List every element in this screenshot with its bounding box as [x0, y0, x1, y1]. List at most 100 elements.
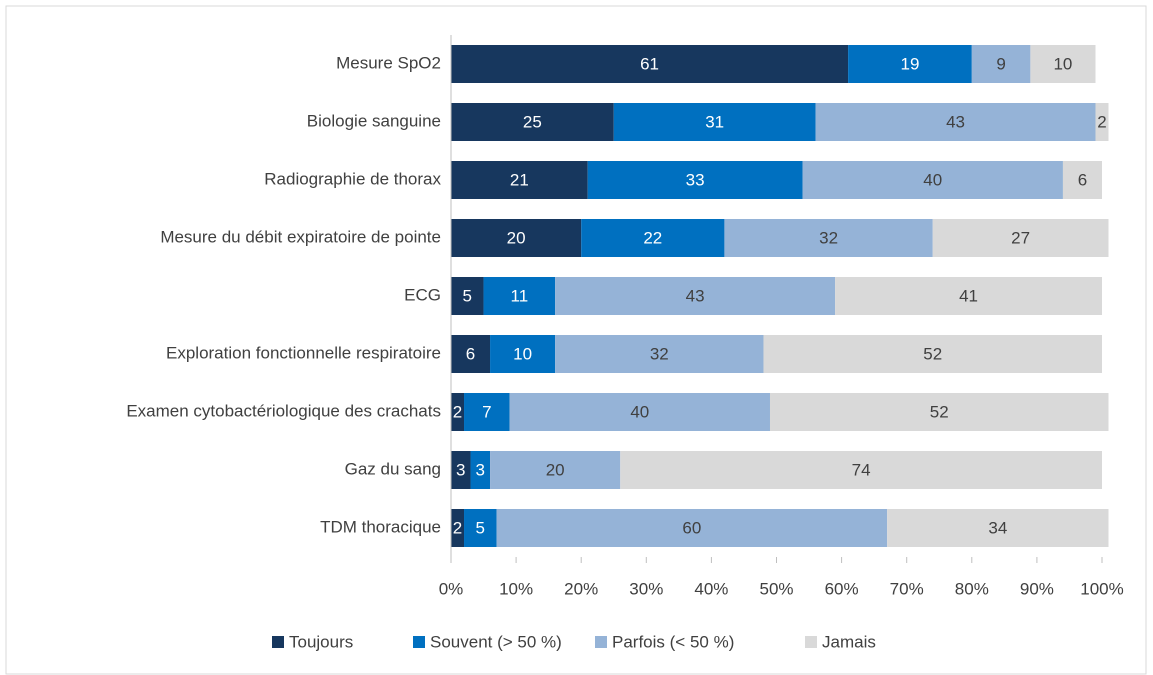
data-label: 27 — [1011, 228, 1030, 247]
data-label: 32 — [650, 344, 669, 363]
bar-segment — [769, 393, 1109, 431]
data-label: 43 — [946, 112, 965, 131]
x-tick-label: 0% — [439, 579, 464, 598]
data-label: 31 — [705, 112, 724, 131]
category-label: ECG — [404, 285, 441, 304]
data-label: 60 — [682, 518, 701, 537]
bar-segment — [451, 335, 491, 373]
category-label: TDM thoracique — [320, 517, 441, 536]
x-tick-label: 50% — [759, 579, 793, 598]
legend-swatch — [413, 636, 425, 648]
data-label: 3 — [456, 460, 465, 479]
bar-segment — [451, 509, 465, 547]
category-label: Radiographie de thorax — [264, 169, 441, 188]
legend-swatch — [805, 636, 817, 648]
data-label: 5 — [463, 286, 472, 305]
bar-segment — [1062, 161, 1102, 199]
bar-segment — [1030, 45, 1096, 83]
x-tick-label: 60% — [825, 579, 859, 598]
data-label: 22 — [643, 228, 662, 247]
data-label: 6 — [466, 344, 475, 363]
bar-segment — [763, 335, 1102, 373]
data-label: 2 — [453, 518, 462, 537]
category-label: Mesure SpO2 — [336, 53, 441, 72]
legend-swatch — [595, 636, 607, 648]
x-tick-label: 90% — [1020, 579, 1054, 598]
bar-segment — [464, 393, 510, 431]
bar-segment — [620, 451, 1102, 489]
category-label: Examen cytobactériologique des crachats — [126, 401, 441, 420]
bar-segment — [490, 451, 621, 489]
data-label: 33 — [686, 170, 705, 189]
legend-swatch — [272, 636, 284, 648]
data-label: 3 — [476, 460, 485, 479]
bar-segment — [496, 509, 888, 547]
legend-label: Souvent (> 50 %) — [430, 632, 562, 651]
data-label: 40 — [630, 402, 649, 421]
bar-segment — [835, 277, 1102, 315]
bar-segment — [451, 277, 484, 315]
bar-segment — [724, 219, 933, 257]
x-tick-label: 30% — [629, 579, 663, 598]
bar-segment — [802, 161, 1063, 199]
bar-segment — [451, 45, 849, 83]
category-label: Mesure du débit expiratoire de pointe — [160, 227, 441, 246]
bar-segment — [848, 45, 972, 83]
data-label: 11 — [511, 286, 529, 305]
data-label: 74 — [852, 460, 871, 479]
x-tick-label: 20% — [564, 579, 598, 598]
data-label: 20 — [507, 228, 526, 247]
bar-segment — [971, 45, 1031, 83]
data-label: 32 — [819, 228, 838, 247]
bar-segment — [470, 451, 491, 489]
data-label: 10 — [513, 344, 532, 363]
bar-segment — [932, 219, 1109, 257]
bar-segment — [464, 509, 497, 547]
legend-label: Toujours — [289, 632, 353, 651]
data-label: 40 — [923, 170, 942, 189]
data-label: 2 — [453, 402, 462, 421]
data-label: 6 — [1078, 170, 1087, 189]
data-label: 2 — [1097, 112, 1106, 131]
bar-segment — [887, 509, 1109, 547]
bar-segment — [451, 451, 471, 489]
bar-segment — [555, 335, 764, 373]
bar-segment — [451, 219, 582, 257]
data-label: 52 — [923, 344, 942, 363]
data-label: 61 — [640, 54, 659, 73]
bar-segment — [509, 393, 770, 431]
data-label: 34 — [988, 518, 1007, 537]
bar-segment — [451, 393, 465, 431]
data-label: 43 — [686, 286, 705, 305]
bar-segment — [490, 335, 556, 373]
x-tick-label: 100% — [1080, 579, 1123, 598]
bar-segment — [451, 103, 614, 141]
data-label: 21 — [510, 170, 529, 189]
data-label: 9 — [996, 54, 1005, 73]
bar-segment — [587, 161, 803, 199]
bar-segment — [815, 103, 1096, 141]
chart-frame — [5, 5, 1147, 675]
data-label: 52 — [930, 402, 949, 421]
data-label: 41 — [959, 286, 978, 305]
data-label: 25 — [523, 112, 542, 131]
category-label: Biologie sanguine — [307, 111, 441, 130]
category-label: Exploration fonctionnelle respiratoire — [166, 343, 441, 362]
bar-segment — [581, 219, 725, 257]
x-tick-label: 70% — [890, 579, 924, 598]
data-label: 7 — [482, 402, 491, 421]
legend-label: Parfois (< 50 %) — [612, 632, 734, 651]
data-label: 10 — [1053, 54, 1072, 73]
bar-segment — [613, 103, 816, 141]
category-label: Gaz du sang — [345, 459, 441, 478]
bar-segment — [451, 161, 588, 199]
x-tick-label: 10% — [499, 579, 533, 598]
data-label: 20 — [546, 460, 565, 479]
x-tick-label: 40% — [694, 579, 728, 598]
data-label: 5 — [476, 518, 485, 537]
x-tick-label: 80% — [955, 579, 989, 598]
data-label: 19 — [900, 54, 919, 73]
bar-segment — [1095, 103, 1109, 141]
legend-label: Jamais — [822, 632, 876, 651]
